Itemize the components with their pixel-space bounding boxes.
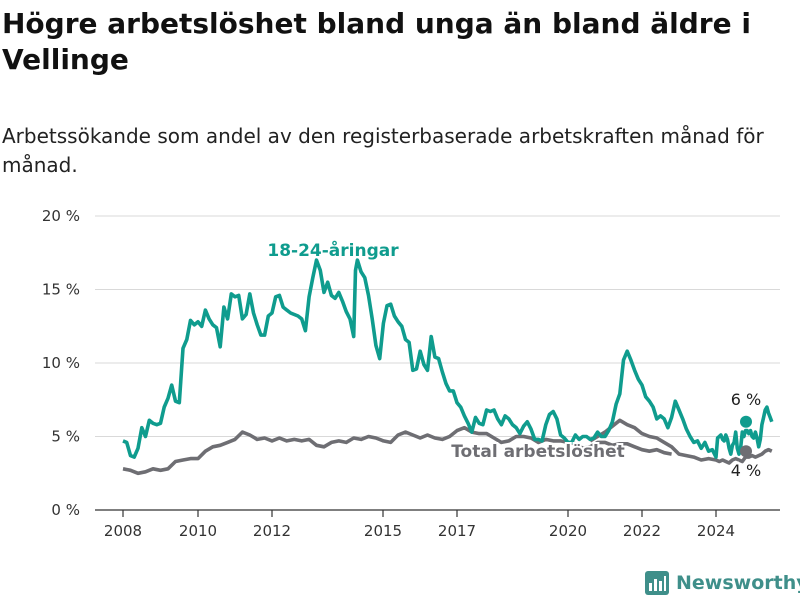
newsworthy-logo: Newsworthy bbox=[644, 570, 800, 596]
chart-subtitle: Arbetssökande som andel av den registerb… bbox=[2, 124, 764, 177]
x-tick-label: 2024 bbox=[697, 522, 735, 540]
x-tick-label: 2012 bbox=[253, 522, 291, 540]
y-tick-label: 0 % bbox=[51, 501, 80, 519]
line-chart: 0 %5 %10 %15 %20 % 2008 2010 2012 2015 2017 2… bbox=[42, 207, 780, 540]
bar-chart-logo-icon bbox=[645, 571, 669, 595]
series-line-total-continued bbox=[589, 418, 773, 465]
x-axis: 2008 2010 2012 2015 2017 2020 2022 2024 bbox=[104, 510, 735, 540]
y-tick-label: 15 % bbox=[42, 281, 80, 299]
grid-lines bbox=[95, 215, 780, 511]
end-label-total: 4 % bbox=[731, 461, 761, 480]
x-tick-label: 2022 bbox=[623, 522, 661, 540]
x-tick-label: 2008 bbox=[104, 522, 142, 540]
end-label-young: 6 % bbox=[731, 390, 761, 409]
series-label-young: 18-24-åringar bbox=[267, 239, 399, 261]
series-lines bbox=[122, 258, 774, 476]
y-tick-label: 5 % bbox=[51, 428, 80, 446]
x-tick-label: 2010 bbox=[179, 522, 217, 540]
x-tick-label: 2020 bbox=[549, 522, 587, 540]
x-tick-label: 2017 bbox=[438, 522, 476, 540]
endpoint-young bbox=[740, 415, 752, 428]
series-label-total: Total arbetslöshet bbox=[451, 442, 625, 462]
chart-title: Högre arbetslöshet bland unga än bland ä… bbox=[2, 7, 751, 76]
y-tick-label: 20 % bbox=[42, 207, 80, 225]
endpoint-total bbox=[740, 445, 752, 458]
x-tick-label: 2015 bbox=[364, 522, 402, 540]
series-labels: 18-24-åringar Total arbetslöshet 6 % 4 % bbox=[267, 239, 762, 482]
y-axis-ticks: 0 % 5 % 10 % 15 % 20 % bbox=[42, 207, 80, 519]
series-line-young bbox=[122, 258, 774, 459]
y-tick-label: 10 % bbox=[42, 354, 80, 372]
brand-name: Newsworthy bbox=[676, 572, 800, 594]
series-line-total bbox=[122, 425, 672, 476]
